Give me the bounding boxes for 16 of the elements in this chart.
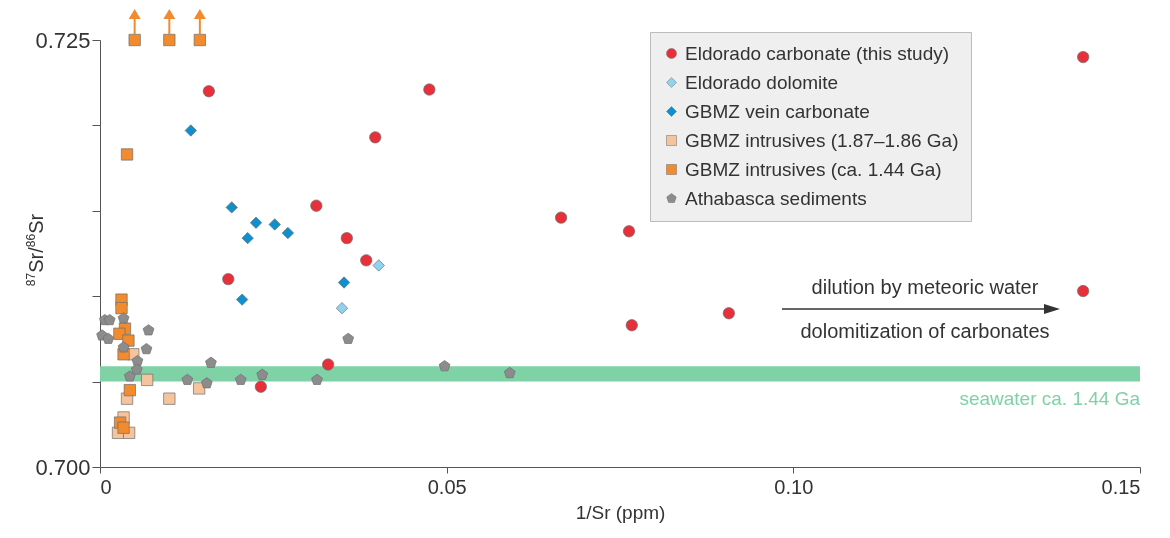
legend-label: GBMZ vein carbonate: [685, 100, 870, 122]
legend-label: GBMZ intrusives (1.87–1.86 Ga): [685, 129, 959, 151]
y-tick-label: 0.700: [35, 454, 91, 480]
annotation: dolomitization of carbonates: [800, 320, 1050, 342]
legend-label: Eldorado carbonate (this study): [685, 42, 950, 64]
annotation: dilution by meteoric water: [811, 276, 1039, 298]
x-tick-label: 0.05: [427, 475, 467, 498]
band-label: seawater ca. 1.44 Ga: [959, 387, 1141, 409]
x-tick-label: 0.10: [774, 475, 814, 498]
legend-label: GBMZ intrusives (ca. 1.44 Ga): [685, 158, 942, 180]
x-tick-label: 0: [100, 475, 112, 498]
x-tick-label: 0.15: [1101, 475, 1141, 498]
legend-label: Athabasca sediments: [685, 187, 867, 209]
x-axis-title: 1/Sr (ppm): [575, 501, 666, 523]
y-tick-label: 0.725: [35, 27, 91, 53]
legend-label: Eldorado dolomite: [685, 71, 839, 93]
